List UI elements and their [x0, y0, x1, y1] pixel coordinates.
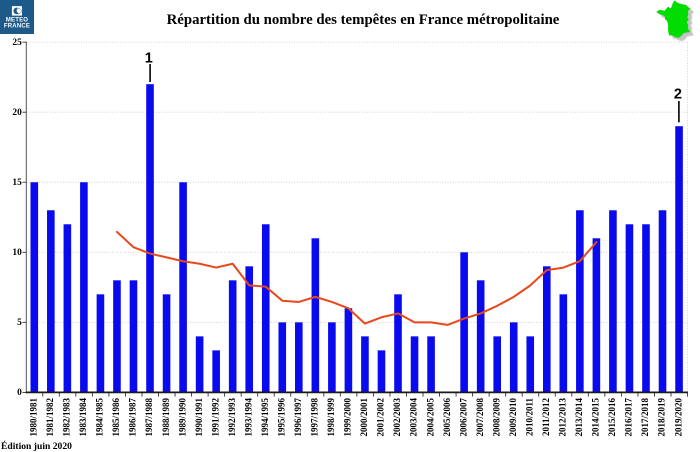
svg-text:2016/2017: 2016/2017 — [624, 398, 634, 437]
svg-text:2008/2009: 2008/2009 — [491, 398, 501, 437]
svg-text:2005/2006: 2005/2006 — [442, 398, 452, 437]
svg-text:2018/2019: 2018/2019 — [657, 398, 667, 437]
svg-text:15: 15 — [12, 178, 22, 188]
svg-text:1986/1987: 1986/1987 — [128, 398, 138, 437]
svg-text:2: 2 — [674, 87, 682, 103]
svg-text:1991/1992: 1991/1992 — [210, 398, 220, 437]
svg-text:0: 0 — [17, 388, 22, 398]
svg-text:2009/2010: 2009/2010 — [508, 398, 518, 437]
svg-text:Édition juin 2020: Édition juin 2020 — [1, 440, 72, 452]
svg-text:1988/1989: 1988/1989 — [161, 398, 171, 437]
svg-text:2019/2020: 2019/2020 — [673, 398, 683, 437]
svg-text:2013/2014: 2013/2014 — [574, 398, 584, 437]
svg-text:2001/2002: 2001/2002 — [376, 398, 386, 437]
svg-text:1992/1993: 1992/1993 — [227, 398, 237, 437]
svg-text:1987/1988: 1987/1988 — [144, 398, 154, 437]
svg-text:1990/1991: 1990/1991 — [194, 398, 204, 437]
svg-text:1981/1982: 1981/1982 — [45, 398, 55, 437]
svg-text:10: 10 — [12, 248, 22, 258]
svg-text:1995/1996: 1995/1996 — [276, 398, 286, 437]
svg-text:1985/1986: 1985/1986 — [111, 398, 121, 437]
svg-text:2006/2007: 2006/2007 — [458, 398, 468, 437]
svg-text:1999/2000: 1999/2000 — [343, 398, 353, 437]
svg-text:2010/2011: 2010/2011 — [524, 398, 534, 437]
svg-text:1993/1994: 1993/1994 — [243, 398, 253, 437]
svg-text:METEO: METEO — [6, 17, 28, 23]
svg-text:1982/1983: 1982/1983 — [62, 398, 72, 437]
svg-text:2004/2005: 2004/2005 — [425, 398, 435, 437]
svg-text:1996/1997: 1996/1997 — [293, 398, 303, 437]
svg-text:1997/1998: 1997/1998 — [310, 398, 320, 437]
svg-text:2011/2012: 2011/2012 — [541, 398, 551, 437]
svg-text:Répartition du nombre des temp: Répartition du nombre des tempêtes en Fr… — [167, 12, 560, 28]
svg-text:1989/1990: 1989/1990 — [177, 398, 187, 437]
svg-text:1: 1 — [145, 51, 153, 67]
svg-text:1994/1995: 1994/1995 — [260, 398, 270, 437]
svg-text:2017/2018: 2017/2018 — [640, 398, 650, 437]
svg-text:2002/2003: 2002/2003 — [392, 398, 402, 437]
svg-text:2003/2004: 2003/2004 — [409, 398, 419, 437]
svg-text:25: 25 — [12, 38, 22, 48]
svg-text:1984/1985: 1984/1985 — [95, 398, 105, 437]
svg-text:FRANCE: FRANCE — [4, 23, 30, 29]
svg-text:2007/2008: 2007/2008 — [475, 398, 485, 437]
svg-text:2012/2013: 2012/2013 — [558, 398, 568, 437]
svg-text:2000/2001: 2000/2001 — [359, 398, 369, 437]
svg-text:2015/2016: 2015/2016 — [607, 398, 617, 437]
svg-text:5: 5 — [17, 318, 22, 328]
svg-text:20: 20 — [12, 108, 22, 118]
svg-text:1983/1984: 1983/1984 — [78, 398, 88, 437]
svg-text:2014/2015: 2014/2015 — [591, 398, 601, 437]
svg-text:1998/1999: 1998/1999 — [326, 398, 336, 437]
svg-text:1980/1981: 1980/1981 — [29, 398, 39, 437]
